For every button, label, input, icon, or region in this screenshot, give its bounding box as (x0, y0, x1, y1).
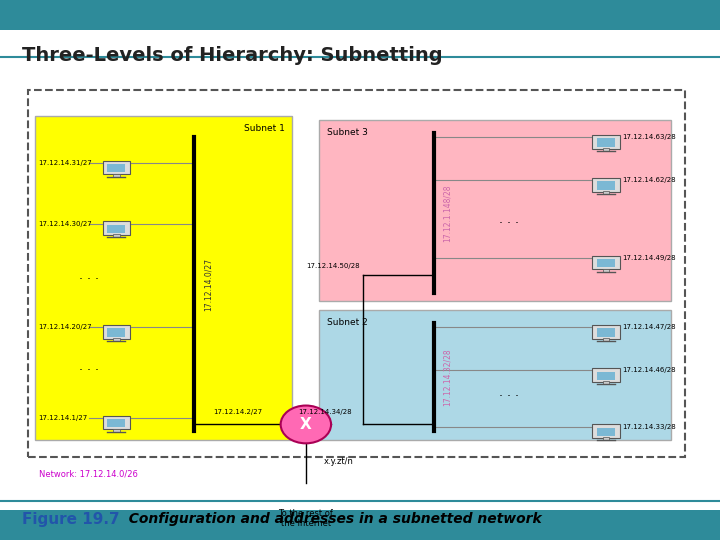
FancyBboxPatch shape (597, 181, 615, 190)
FancyBboxPatch shape (113, 338, 120, 341)
Text: Figure 19.7: Figure 19.7 (22, 512, 120, 527)
FancyBboxPatch shape (593, 178, 620, 192)
FancyBboxPatch shape (113, 174, 120, 177)
Text: 17.12.14.20/27: 17.12.14.20/27 (39, 324, 92, 330)
FancyBboxPatch shape (597, 328, 615, 336)
FancyBboxPatch shape (603, 148, 609, 151)
FancyBboxPatch shape (103, 416, 130, 429)
FancyBboxPatch shape (597, 259, 615, 267)
Text: 17.12.14.47/28: 17.12.14.47/28 (622, 324, 675, 330)
Text: . . .: . . . (79, 360, 99, 373)
Text: x.y.zt/n: x.y.zt/n (324, 457, 354, 465)
Text: 17.12.14.30/27: 17.12.14.30/27 (39, 220, 92, 227)
FancyBboxPatch shape (597, 372, 615, 380)
Text: Three-Levels of Hierarchy: Subnetting: Three-Levels of Hierarchy: Subnetting (22, 46, 442, 65)
Text: Network: 17.12.14.0/26: Network: 17.12.14.0/26 (39, 470, 138, 478)
Text: 17.12.14.62/28: 17.12.14.62/28 (622, 177, 675, 184)
FancyBboxPatch shape (113, 429, 120, 431)
FancyBboxPatch shape (0, 510, 720, 540)
FancyBboxPatch shape (603, 269, 609, 272)
Text: 17.12.14.46/28: 17.12.14.46/28 (622, 367, 675, 374)
FancyBboxPatch shape (113, 234, 120, 237)
Text: . . .: . . . (499, 386, 519, 399)
FancyBboxPatch shape (603, 191, 609, 194)
Text: 17.12.14.63/28: 17.12.14.63/28 (622, 134, 675, 140)
Text: . . .: . . . (79, 269, 99, 282)
Text: Subnet 2: Subnet 2 (327, 318, 367, 327)
Text: 17.12.14.31/27: 17.12.14.31/27 (39, 160, 92, 166)
FancyBboxPatch shape (603, 437, 609, 440)
FancyBboxPatch shape (107, 419, 125, 427)
Text: Subnet 1: Subnet 1 (244, 124, 285, 133)
Text: X: X (300, 417, 312, 432)
FancyBboxPatch shape (35, 116, 292, 440)
Text: 17.12.14.32/28: 17.12.14.32/28 (443, 348, 452, 406)
FancyBboxPatch shape (0, 0, 720, 30)
FancyBboxPatch shape (28, 90, 685, 457)
FancyBboxPatch shape (103, 161, 130, 174)
FancyBboxPatch shape (593, 368, 620, 382)
FancyBboxPatch shape (593, 135, 620, 148)
Text: 17.12.14.0/27: 17.12.14.0/27 (204, 258, 212, 310)
FancyBboxPatch shape (107, 328, 125, 336)
Text: . . .: . . . (499, 213, 519, 226)
FancyBboxPatch shape (597, 428, 615, 436)
FancyBboxPatch shape (103, 325, 130, 339)
Text: 17.12.14.33/28: 17.12.14.33/28 (622, 423, 675, 430)
FancyBboxPatch shape (320, 310, 671, 440)
Text: 17.12.1.148/28: 17.12.1.148/28 (443, 184, 452, 241)
FancyBboxPatch shape (593, 256, 620, 269)
Circle shape (281, 406, 331, 443)
Text: Subnet 3: Subnet 3 (327, 128, 367, 137)
Text: 17.12.14.2/27: 17.12.14.2/27 (213, 409, 262, 415)
FancyBboxPatch shape (320, 120, 671, 301)
FancyBboxPatch shape (603, 381, 609, 384)
FancyBboxPatch shape (107, 164, 125, 172)
FancyBboxPatch shape (107, 225, 125, 233)
Text: To the rest of
the Internet: To the rest of the Internet (279, 509, 333, 528)
Text: 17.12.14.34/28: 17.12.14.34/28 (298, 409, 352, 415)
FancyBboxPatch shape (593, 325, 620, 339)
Text: 17.12.14.1/27: 17.12.14.1/27 (39, 415, 88, 421)
Text: 17.12.14.49/28: 17.12.14.49/28 (622, 255, 675, 261)
FancyBboxPatch shape (593, 424, 620, 438)
FancyBboxPatch shape (103, 221, 130, 235)
Text: Configuration and addresses in a subnetted network: Configuration and addresses in a subnett… (119, 512, 541, 526)
FancyBboxPatch shape (597, 138, 615, 146)
FancyBboxPatch shape (603, 338, 609, 341)
Text: 17.12.14.50/28: 17.12.14.50/28 (306, 263, 360, 269)
